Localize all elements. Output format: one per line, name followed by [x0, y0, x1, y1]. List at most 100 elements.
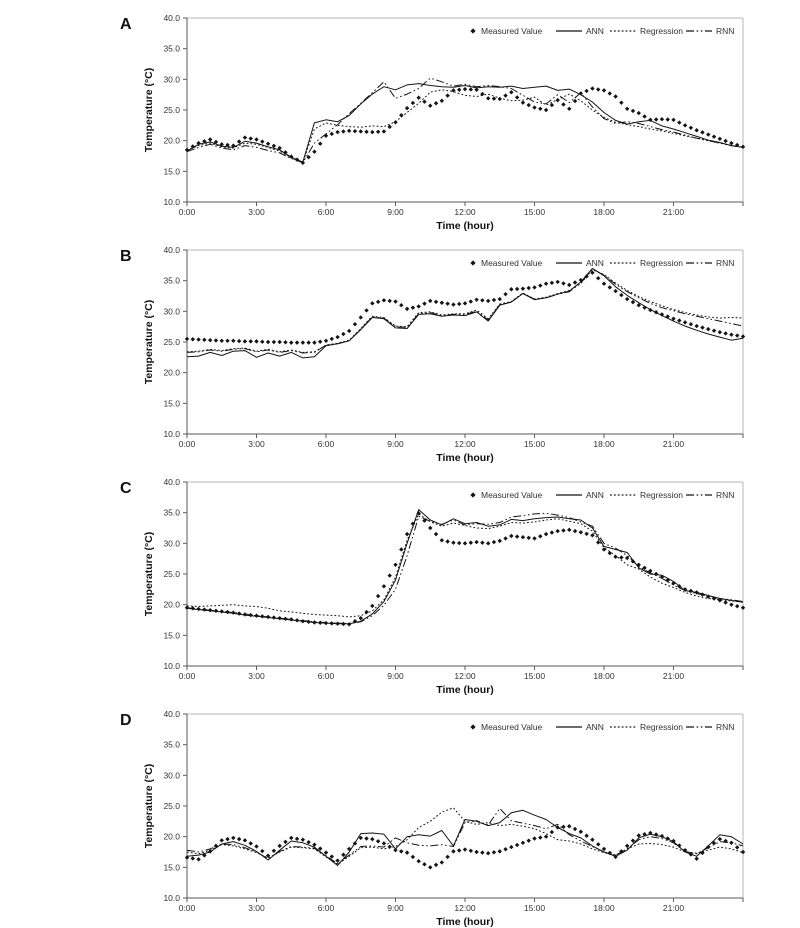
- x-axis: 0:00 3:00 6:00 9:00 12:00 15:00 18:00 21:00: [179, 666, 744, 681]
- svg-text:3:00: 3:00: [248, 207, 265, 217]
- legend: Measured Value ANN Regression RNN: [470, 722, 734, 732]
- series-rnn: [186, 808, 744, 865]
- svg-text:RNN: RNN: [716, 258, 734, 268]
- svg-text:10.0: 10.0: [163, 893, 180, 903]
- svg-text:0:00: 0:00: [179, 207, 196, 217]
- svg-text:Regression: Regression: [640, 722, 683, 732]
- svg-text:Measured Value: Measured Value: [481, 26, 543, 36]
- svg-text:15.0: 15.0: [163, 630, 180, 640]
- svg-text:21:00: 21:00: [663, 439, 685, 449]
- plot-frame: [186, 713, 744, 899]
- svg-text:40.0: 40.0: [163, 709, 180, 719]
- svg-text:35.0: 35.0: [163, 508, 180, 518]
- svg-text:9:00: 9:00: [387, 439, 404, 449]
- svg-text:ANN: ANN: [586, 258, 604, 268]
- axis-titles: Time (hour) Temperature (°C): [143, 764, 494, 928]
- svg-text:40.0: 40.0: [163, 477, 180, 487]
- svg-text:10.0: 10.0: [163, 429, 180, 439]
- axis-titles: Time (hour) Temperature (°C): [143, 68, 494, 232]
- svg-text:40.0: 40.0: [163, 13, 180, 23]
- svg-text:0:00: 0:00: [179, 439, 196, 449]
- svg-text:0:00: 0:00: [179, 671, 196, 681]
- svg-text:Regression: Regression: [640, 490, 683, 500]
- svg-text:9:00: 9:00: [387, 903, 404, 913]
- svg-text:Temperature (°C): Temperature (°C): [143, 300, 155, 385]
- panel-b-chart: 10.0 15.0 20.0 25.0 30.0 35.0 40.0 0:00 3:00 6:00…: [143, 245, 746, 464]
- svg-text:6:00: 6:00: [318, 903, 335, 913]
- svg-text:35.0: 35.0: [163, 276, 180, 286]
- svg-text:12:00: 12:00: [454, 439, 476, 449]
- svg-text:21:00: 21:00: [663, 671, 685, 681]
- x-axis: 0:00 3:00 6:00 9:00 12:00 15:00 18:00 21:00: [179, 898, 744, 913]
- series-regression: [186, 513, 744, 618]
- svg-text:0:00: 0:00: [179, 903, 196, 913]
- svg-text:35.0: 35.0: [163, 740, 180, 750]
- svg-text:6:00: 6:00: [318, 439, 335, 449]
- svg-text:RNN: RNN: [716, 490, 734, 500]
- legend: Measured Value ANN Regression RNN: [470, 258, 734, 268]
- series-ann: [186, 809, 744, 866]
- svg-text:9:00: 9:00: [387, 207, 404, 217]
- svg-text:25.0: 25.0: [163, 569, 180, 579]
- plot-frame: [186, 17, 744, 203]
- series-rnn: [186, 77, 744, 164]
- x-axis: 0:00 3:00 6:00 9:00 12:00 15:00 18:00 21:00: [179, 434, 744, 449]
- panel-b: B 10.0 15.0 20.0 25.0 30.0 35.0 40.0 0:00 3:00 6:…: [0, 242, 800, 474]
- svg-text:3:00: 3:00: [248, 903, 265, 913]
- svg-text:Time (hour): Time (hour): [436, 916, 494, 928]
- svg-text:15.0: 15.0: [163, 398, 180, 408]
- svg-text:30.0: 30.0: [163, 770, 180, 780]
- y-axis: 10.0 15.0 20.0 25.0 30.0 35.0 40.0: [163, 477, 187, 671]
- svg-text:RNN: RNN: [716, 722, 734, 732]
- series-ann: [186, 509, 744, 625]
- svg-text:15:00: 15:00: [524, 671, 546, 681]
- svg-text:18:00: 18:00: [593, 207, 615, 217]
- svg-text:18:00: 18:00: [593, 903, 615, 913]
- svg-text:10.0: 10.0: [163, 197, 180, 207]
- svg-text:Measured Value: Measured Value: [481, 490, 543, 500]
- svg-text:20.0: 20.0: [163, 368, 180, 378]
- svg-text:9:00: 9:00: [387, 671, 404, 681]
- svg-text:Temperature (°C): Temperature (°C): [143, 68, 155, 153]
- series-measured-value: [184, 270, 746, 345]
- svg-text:3:00: 3:00: [248, 671, 265, 681]
- svg-text:30.0: 30.0: [163, 74, 180, 84]
- panel-a: A 10.0 15.0 20.0 25.0 30.0 35.0 40.0 0:00 3:00 6:…: [0, 10, 800, 242]
- svg-text:ANN: ANN: [586, 722, 604, 732]
- svg-text:30.0: 30.0: [163, 306, 180, 316]
- svg-text:25.0: 25.0: [163, 105, 180, 115]
- svg-text:Regression: Regression: [640, 26, 683, 36]
- plot-frame: [186, 249, 744, 435]
- svg-text:15.0: 15.0: [163, 862, 180, 872]
- axis-titles: Time (hour) Temperature (°C): [143, 300, 494, 464]
- panel-c-label: C: [120, 480, 133, 497]
- legend: Measured Value ANN Regression RNN: [470, 26, 734, 36]
- panel-a-label: A: [120, 16, 133, 33]
- series-rnn: [186, 268, 744, 354]
- svg-text:20.0: 20.0: [163, 136, 180, 146]
- svg-text:21:00: 21:00: [663, 903, 685, 913]
- svg-text:Temperature (°C): Temperature (°C): [143, 764, 155, 849]
- svg-text:12:00: 12:00: [454, 207, 476, 217]
- series-regression: [186, 269, 744, 353]
- panel-d-label: D: [120, 712, 133, 729]
- panel-d: D 10.0 15.0 20.0 25.0 30.0 35.0 40.0 0:00 3:00 6:…: [0, 706, 800, 928]
- svg-text:12:00: 12:00: [454, 671, 476, 681]
- series-regression: [186, 89, 744, 164]
- panel-a-chart: 10.0 15.0 20.0 25.0 30.0 35.0 40.0 0:00 3:00 6:00…: [143, 13, 746, 232]
- svg-text:Regression: Regression: [640, 258, 683, 268]
- svg-text:10.0: 10.0: [163, 661, 180, 671]
- series-measured-value: [184, 86, 746, 165]
- svg-text:18:00: 18:00: [593, 439, 615, 449]
- svg-text:20.0: 20.0: [163, 832, 180, 842]
- svg-text:Time (hour): Time (hour): [436, 452, 494, 464]
- svg-text:25.0: 25.0: [163, 337, 180, 347]
- svg-text:Time (hour): Time (hour): [436, 684, 494, 696]
- svg-text:20.0: 20.0: [163, 600, 180, 610]
- svg-text:15:00: 15:00: [524, 439, 546, 449]
- svg-text:Measured Value: Measured Value: [481, 722, 543, 732]
- svg-text:ANN: ANN: [586, 490, 604, 500]
- panel-c: C 10.0 15.0 20.0 25.0 30.0 35.0 40.0 0:00 3:00 6:…: [0, 474, 800, 706]
- svg-text:18:00: 18:00: [593, 671, 615, 681]
